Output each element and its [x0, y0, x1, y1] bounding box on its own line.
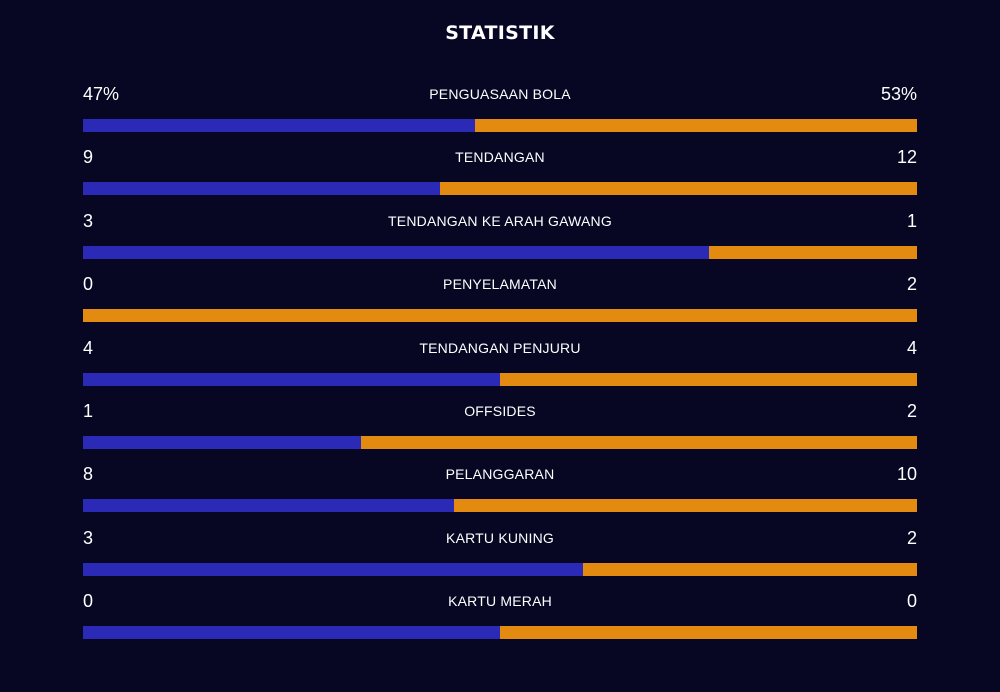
stat-row-tendangan: 9 TENDANGAN 12 [83, 142, 917, 205]
stat-label: KARTU MERAH [448, 593, 552, 610]
stat-bar [83, 309, 917, 323]
stat-label: PENYELAMATAN [443, 276, 557, 293]
stat-label: TENDANGAN PENJURU [419, 339, 581, 356]
home-bar-fill [83, 562, 584, 576]
home-bar-fill [83, 435, 361, 449]
home-bar-fill [83, 119, 475, 132]
home-value: 0 [83, 274, 94, 295]
stat-row-tendangan-ke-arah-gawang: 3 TENDANGAN KE ARAH GAWANG 1 [83, 206, 917, 269]
stat-bar [83, 435, 917, 449]
home-bar-fill [83, 245, 709, 259]
home-value: 3 [83, 527, 94, 548]
away-value: 2 [906, 274, 917, 295]
stat-label: PELANGGARAN [445, 466, 555, 483]
away-value: 10 [896, 464, 917, 485]
home-value: 4 [83, 337, 94, 358]
away-value: 53% [880, 84, 917, 104]
stat-label: TENDANGAN KE ARAH GAWANG [388, 212, 612, 229]
home-value: 1 [83, 400, 94, 421]
stat-label: KARTU KUNING [446, 529, 554, 546]
stat-row-pelanggaran: 8 PELANGGARAN 10 [83, 459, 917, 522]
away-value: 0 [906, 591, 917, 612]
away-value: 2 [906, 400, 917, 421]
stat-bar [83, 182, 917, 196]
home-value: 9 [83, 147, 94, 168]
stat-row-kartu-merah: 0 KARTU MERAH 0 [83, 586, 917, 649]
stat-bar [83, 372, 917, 386]
home-value: 47% [83, 84, 120, 104]
home-value: 0 [83, 591, 94, 612]
away-value: 4 [906, 337, 917, 358]
stats-list: 47% PENGUASAAN BOLA 53% 9 TENDANGAN 12 3… [83, 79, 917, 650]
stat-bar [83, 245, 917, 259]
stat-label: TENDANGAN [455, 149, 545, 166]
stat-label: OFFSIDES [464, 402, 536, 419]
away-value: 1 [906, 210, 917, 231]
stats-title: STATISTIK [445, 22, 555, 44]
stat-label: PENGUASAAN BOLA [429, 86, 571, 102]
stat-bar [83, 119, 917, 132]
home-bar-fill [83, 372, 500, 386]
home-bar-fill [83, 626, 500, 640]
home-value: 3 [83, 210, 94, 231]
home-value: 8 [83, 464, 94, 485]
away-value: 12 [896, 147, 917, 168]
stat-row-offsides: 1 OFFSIDES 2 [83, 396, 917, 459]
stat-bar [83, 562, 917, 576]
stat-row-penyelamatan: 0 PENYELAMATAN 2 [83, 269, 917, 332]
stat-row-kartu-kuning: 3 KARTU KUNING 2 [83, 523, 917, 586]
stat-row-tendangan-penjuru: 4 TENDANGAN PENJURU 4 [83, 333, 917, 396]
stat-bar [83, 626, 917, 640]
home-bar-fill [83, 499, 454, 513]
away-value: 2 [906, 527, 917, 548]
stat-bar [83, 499, 917, 513]
home-bar-fill [83, 182, 441, 196]
stat-row-penguasaan-bola: 47% PENGUASAAN BOLA 53% [83, 79, 917, 142]
